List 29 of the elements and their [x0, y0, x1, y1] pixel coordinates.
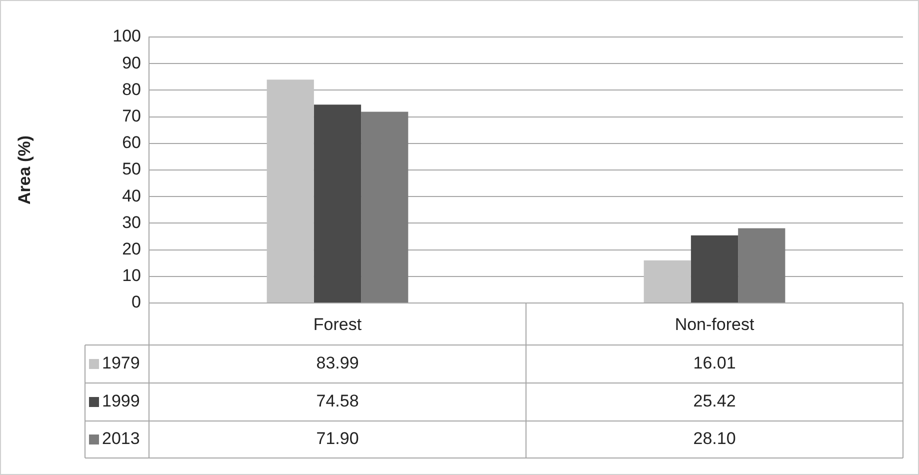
- data-label: 28.10: [693, 429, 736, 448]
- data-label: 71.90: [316, 429, 359, 448]
- bar: [361, 112, 408, 302]
- bar: [266, 80, 314, 302]
- y-tick-label: 10: [122, 266, 141, 286]
- bar: [738, 228, 786, 302]
- y-tick-label: 60: [122, 133, 141, 152]
- y-tick-label: 40: [122, 186, 141, 206]
- y-tick-label: 90: [122, 53, 141, 72]
- y-tick-label: 100: [112, 26, 141, 46]
- data-label: 25.42: [693, 392, 736, 411]
- bar: [314, 104, 362, 302]
- legend-label: 1999: [102, 392, 140, 411]
- data-label: 16.01: [693, 354, 736, 373]
- y-tick-label: 20: [122, 239, 141, 258]
- y-tick-label: 70: [122, 106, 141, 126]
- y-axis-title: Area (%): [14, 136, 34, 204]
- legend-label: 1979: [102, 354, 140, 373]
- y-tick-label: 30: [122, 212, 141, 232]
- data-label: 74.58: [316, 392, 359, 411]
- y-tick-label: 80: [122, 80, 141, 99]
- y-tick-label: 0: [132, 292, 141, 312]
- legend-label: 2013: [102, 429, 140, 448]
- bar: [690, 235, 738, 302]
- x-tick-label: Non-forest: [674, 314, 754, 334]
- y-tick-label: 50: [122, 160, 141, 179]
- bar: [644, 260, 691, 302]
- x-tick-label: Forest: [313, 314, 362, 334]
- data-label: 83.99: [316, 354, 359, 373]
